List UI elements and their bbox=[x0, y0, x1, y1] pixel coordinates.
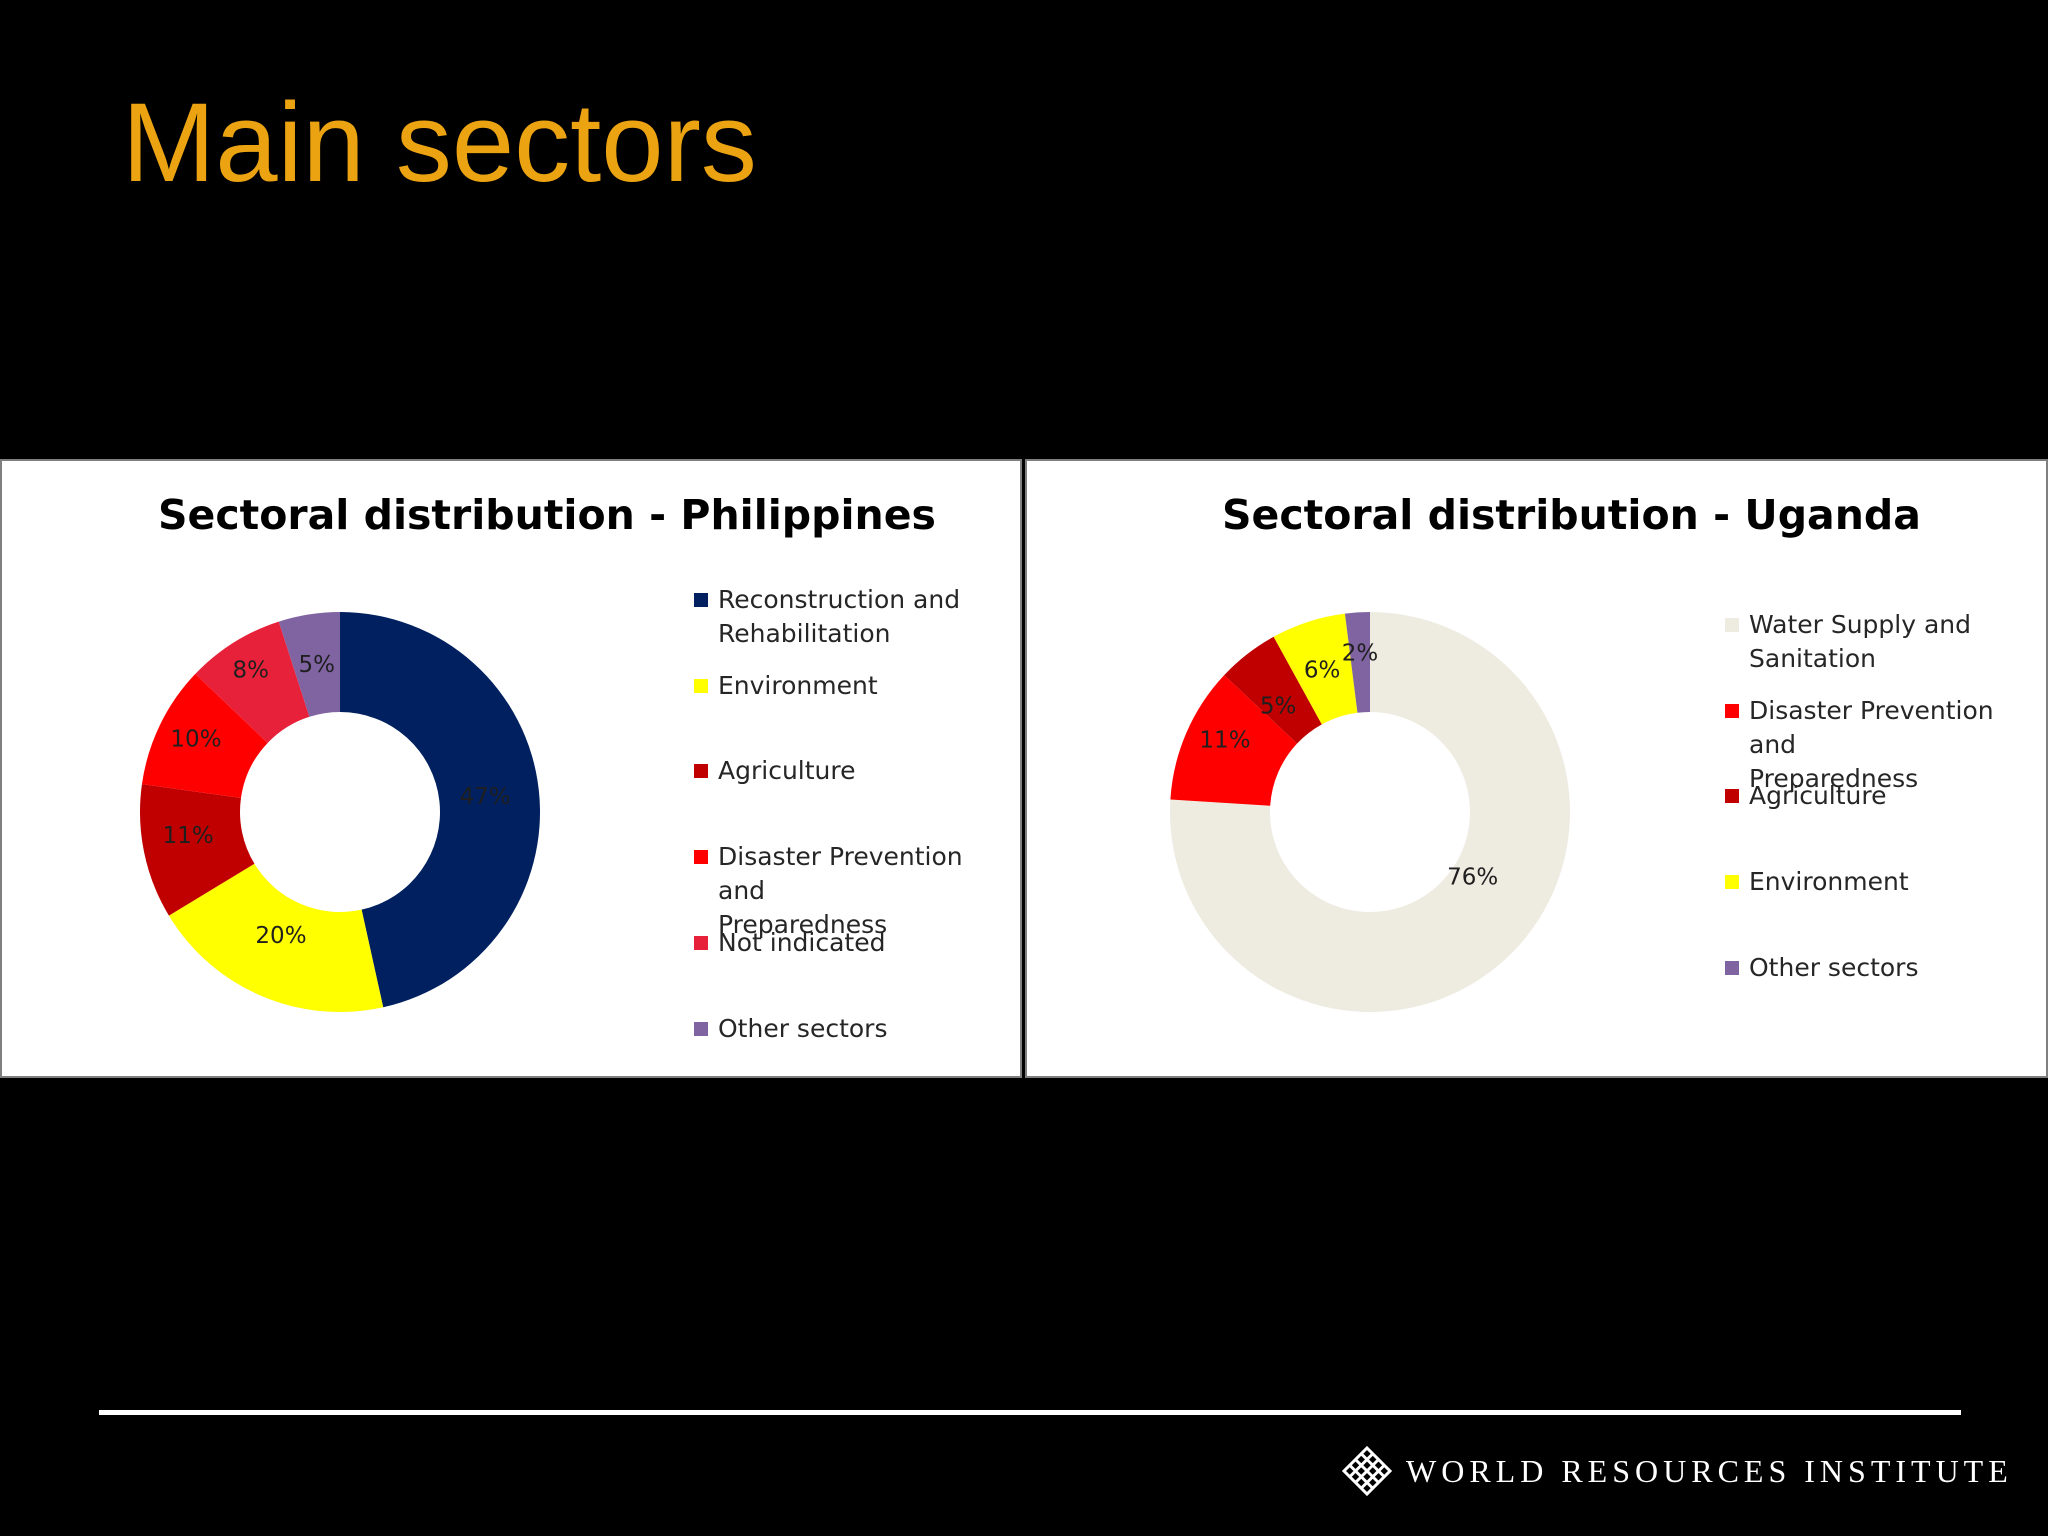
donut-slice-agriculture bbox=[1224, 636, 1322, 744]
slide-title: Main sectors bbox=[122, 80, 757, 205]
chart-title-uganda: Sectoral distribution - Uganda bbox=[1222, 491, 1921, 539]
legend-label: Disaster Prevention and Preparedness bbox=[1749, 696, 1994, 793]
donut-slice-reconstruction-and-rehabilitation bbox=[340, 612, 541, 1008]
legend-swatch bbox=[694, 764, 708, 778]
legend-item-environment: Environment bbox=[694, 669, 878, 703]
donut-chart-philippines: 47% 20% 11% 10% 8% 5% bbox=[139, 612, 541, 1013]
data-label-environment: 20% bbox=[255, 923, 306, 949]
legend-uganda: Water Supply and Sanitation Disaster Prev… bbox=[1725, 608, 2040, 1028]
legend-item-agriculture: Agriculture bbox=[1725, 779, 1887, 813]
chart-title-philippines: Sectoral distribution - Philippines bbox=[158, 491, 936, 539]
donut-slice-agriculture bbox=[139, 784, 255, 916]
legend-item-water-supply-and-sanitation: Water Supply and Sanitation bbox=[1725, 608, 1971, 676]
legend-item-not-indicated: Not indicated bbox=[694, 926, 885, 960]
data-label-environment: 6% bbox=[1304, 658, 1341, 684]
legend-swatch bbox=[694, 679, 708, 693]
wri-lattice-logo-icon bbox=[1342, 1446, 1392, 1496]
legend-label: Environment bbox=[718, 671, 878, 700]
legend-item-agriculture: Agriculture bbox=[694, 754, 856, 788]
donut-slice-disaster-prevention-and-preparedness bbox=[141, 673, 268, 799]
legend-swatch bbox=[1725, 618, 1739, 632]
legend-label: Not indicated bbox=[718, 928, 886, 957]
legend-label: Agriculture bbox=[718, 756, 856, 785]
legend-swatch bbox=[1725, 789, 1739, 803]
legend-swatch bbox=[1725, 961, 1739, 975]
legend-swatch bbox=[694, 850, 708, 864]
donut-slice-other-sectors bbox=[278, 612, 340, 717]
data-label-disaster-prevention-and-preparedness: 10% bbox=[170, 726, 221, 752]
legend-swatch bbox=[694, 1022, 708, 1036]
legend-swatch bbox=[694, 593, 708, 607]
donut-slice-disaster-prevention-and-preparedness bbox=[1170, 675, 1298, 806]
donut-chart-uganda: 76% 11% 5% 6%2% bbox=[1170, 612, 1570, 1012]
data-label-disaster-prevention-and-preparedness: 11% bbox=[1199, 727, 1250, 753]
footer-divider bbox=[99, 1410, 1961, 1415]
donut-slice-not-indicated bbox=[195, 621, 310, 743]
legend-swatch bbox=[1725, 704, 1739, 718]
donut-slice-other-sectors bbox=[1344, 612, 1370, 713]
legend-swatch bbox=[1725, 875, 1739, 889]
legend-item-environment: Environment bbox=[1725, 865, 1909, 899]
data-label-agriculture: 5% bbox=[1260, 693, 1297, 719]
legend-item-disaster-prevention-and-preparedness: Disaster Prevention and Preparedness bbox=[1725, 694, 2040, 796]
data-label-reconstruction-and-rehabilitation: 47% bbox=[460, 784, 511, 810]
org-name: WORLD RESOURCES INSTITUTE bbox=[1406, 1452, 2013, 1489]
legend-swatch bbox=[694, 936, 708, 950]
legend-item-other-sectors: Other sectors bbox=[1725, 951, 1918, 985]
data-label-agriculture: 11% bbox=[163, 823, 214, 849]
legend-label: Agriculture bbox=[1749, 781, 1887, 810]
chart-panel-philippines: Sectoral distribution - Philippines 47% 2… bbox=[0, 459, 1022, 1078]
donut-slice-environment bbox=[1273, 613, 1358, 725]
chart-panel-uganda: Sectoral distribution - Uganda 76% 11% 5% 6… bbox=[1025, 459, 2048, 1078]
legend-philippines: Reconstruction and Rehabilitation Environ… bbox=[694, 583, 1014, 1053]
data-label-not-indicated: 8% bbox=[233, 658, 270, 684]
legend-item-disaster-prevention-and-preparedness: Disaster Prevention and Preparedness bbox=[694, 840, 1014, 942]
data-label-other-sectors: 2% bbox=[1342, 640, 1379, 666]
data-label-other-sectors: 5% bbox=[299, 652, 336, 678]
legend-label: Other sectors bbox=[1749, 953, 1919, 982]
data-label-water-supply-and-sanitation: 76% bbox=[1447, 864, 1498, 890]
legend-label: Other sectors bbox=[718, 1014, 888, 1043]
legend-item-other-sectors: Other sectors bbox=[694, 1012, 887, 1046]
donut-slice-environment bbox=[168, 863, 384, 1013]
legend-item-reconstruction-and-rehabilitation: Reconstruction and Rehabilitation bbox=[694, 583, 960, 651]
footer-brand: WORLD RESOURCES INSTITUTE bbox=[1342, 1445, 2013, 1497]
legend-label: Reconstruction and Rehabilitation bbox=[718, 585, 961, 648]
legend-label: Disaster Prevention and Preparedness bbox=[718, 842, 963, 939]
legend-label: Water Supply and Sanitation bbox=[1749, 610, 1972, 673]
donut-slice-water-supply-and-sanitation bbox=[1170, 612, 1570, 1012]
legend-label: Environment bbox=[1749, 867, 1909, 896]
